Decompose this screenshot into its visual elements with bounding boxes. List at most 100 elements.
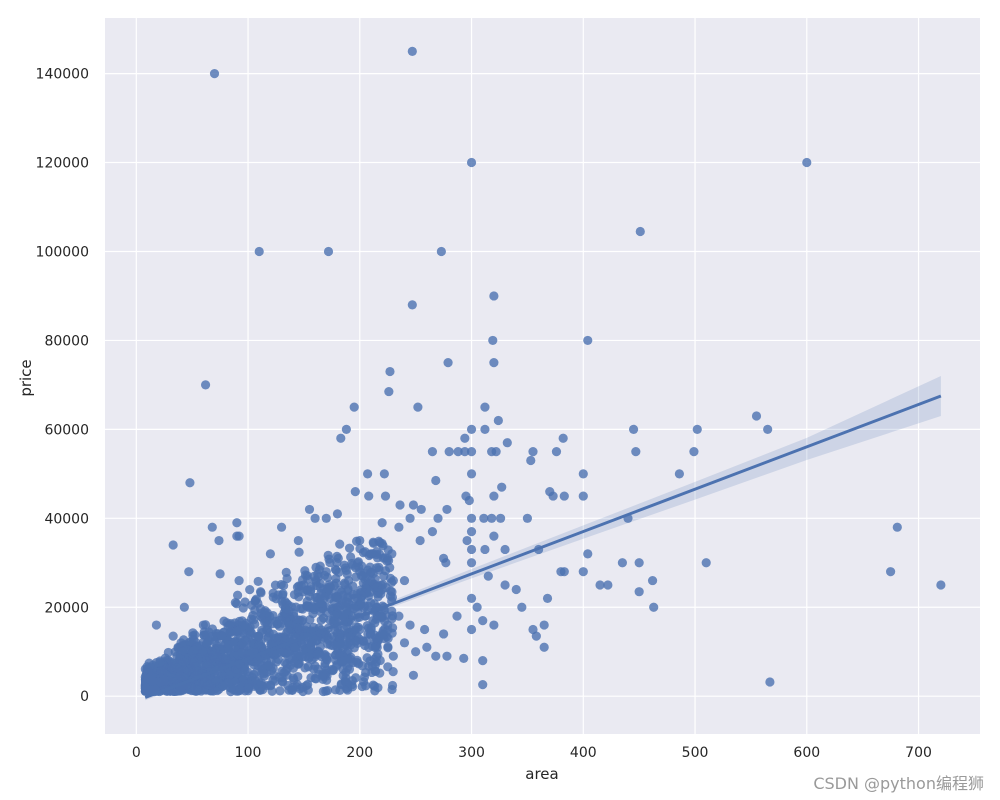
scatter-point [224, 670, 234, 680]
scatter-point [331, 641, 341, 651]
scatter-point [332, 509, 343, 519]
scatter-point [385, 366, 395, 377]
watermark-text: CSDN @python编程狮 [813, 774, 984, 793]
scatter-point [204, 680, 214, 690]
y-tick-label: 100000 [36, 244, 89, 260]
scatter-point [483, 571, 493, 581]
scatter-point [344, 543, 355, 553]
scatter-point [268, 610, 278, 621]
scatter-point [151, 620, 162, 630]
scatter-point [315, 578, 325, 589]
scatter-point [237, 647, 247, 658]
scatter-point [294, 625, 305, 635]
scatter-point [399, 638, 410, 648]
scatter-point [365, 568, 376, 578]
y-tick-label: 80000 [44, 333, 89, 349]
scatter-point [443, 358, 453, 368]
scatter-point [352, 657, 362, 667]
scatter-point [209, 637, 220, 647]
scatter-point [405, 620, 415, 630]
scatter-point [751, 411, 762, 421]
scatter-point [310, 513, 320, 523]
scatter-point [936, 580, 946, 590]
scatter-point [168, 631, 178, 641]
scatter-point [306, 640, 316, 650]
scatter-point [491, 447, 501, 457]
y-tick-labels: 0 20000 40000 60000 80000 100000 120000 140000 [36, 67, 89, 706]
scatter-point [180, 657, 190, 668]
scatter-point [304, 504, 315, 515]
scatter-point [291, 602, 301, 612]
scatter-point [551, 447, 562, 457]
scatter-point [331, 592, 342, 602]
scatter-point [517, 602, 527, 612]
scatter-point [460, 447, 470, 457]
scatter-point [415, 535, 425, 546]
fit-line [144, 394, 942, 699]
scatter-point [321, 567, 331, 577]
scatter-point [335, 539, 345, 549]
y-tick-label: 20000 [44, 600, 89, 616]
scatter-point [310, 673, 320, 684]
scatter-point [340, 563, 351, 573]
scatter-point [542, 593, 553, 603]
scatter-point [487, 513, 497, 523]
scatter-point [358, 636, 368, 646]
scatter-point [204, 627, 214, 637]
scatter-point [204, 659, 214, 670]
scatter-point [237, 639, 247, 649]
scatter-point [583, 335, 593, 346]
scatter-point [345, 654, 355, 664]
scatter-point [422, 642, 432, 652]
scatter-point [253, 576, 263, 587]
scatter-point [346, 552, 356, 562]
scatter-point [223, 644, 233, 654]
scatter-point [283, 647, 294, 657]
y-tick-label: 60000 [44, 422, 89, 438]
scatter-point [316, 588, 326, 599]
scatter-point [466, 624, 477, 635]
scatter-point [408, 670, 419, 680]
scatter-point [332, 602, 343, 612]
x-tick-label: 400 [570, 745, 597, 761]
scatter-point [631, 447, 641, 457]
scatter-point [249, 615, 259, 625]
scatter-point [480, 424, 490, 434]
scatter-point [253, 631, 263, 641]
scatter-point [583, 549, 593, 559]
scatter-point [364, 491, 374, 501]
scatter-point [462, 535, 472, 546]
scatter-point [349, 603, 359, 614]
scatter-point [300, 663, 310, 673]
scatter-point [497, 482, 507, 492]
scatter-point [355, 567, 365, 577]
scatter-point [405, 513, 415, 523]
scatter-point [466, 558, 477, 568]
scatter-point [466, 513, 477, 523]
scatter-point [232, 669, 242, 679]
scatter-point [466, 424, 477, 434]
scatter-point [886, 567, 896, 577]
scatter-point [408, 500, 419, 510]
scatter-point [452, 611, 462, 621]
scatter-point [299, 580, 309, 590]
y-tick-label: 120000 [36, 156, 89, 172]
scatter-point [298, 686, 308, 697]
scatter-point [349, 593, 359, 603]
scatter-point [441, 558, 451, 568]
scatter-point [466, 157, 477, 168]
scatter-point [478, 656, 488, 666]
scatter-point [460, 433, 470, 443]
scatter-point [344, 575, 354, 586]
scatter-point [168, 540, 178, 550]
scatter-point [302, 622, 312, 632]
scatter-point [765, 677, 775, 687]
scatter-point [336, 433, 346, 443]
scatter-point [377, 613, 387, 623]
scatter-point [319, 650, 330, 661]
scatter-point [275, 686, 285, 696]
scatter-point [802, 157, 812, 168]
scatter-point [306, 586, 316, 597]
scatter-point [254, 246, 264, 257]
